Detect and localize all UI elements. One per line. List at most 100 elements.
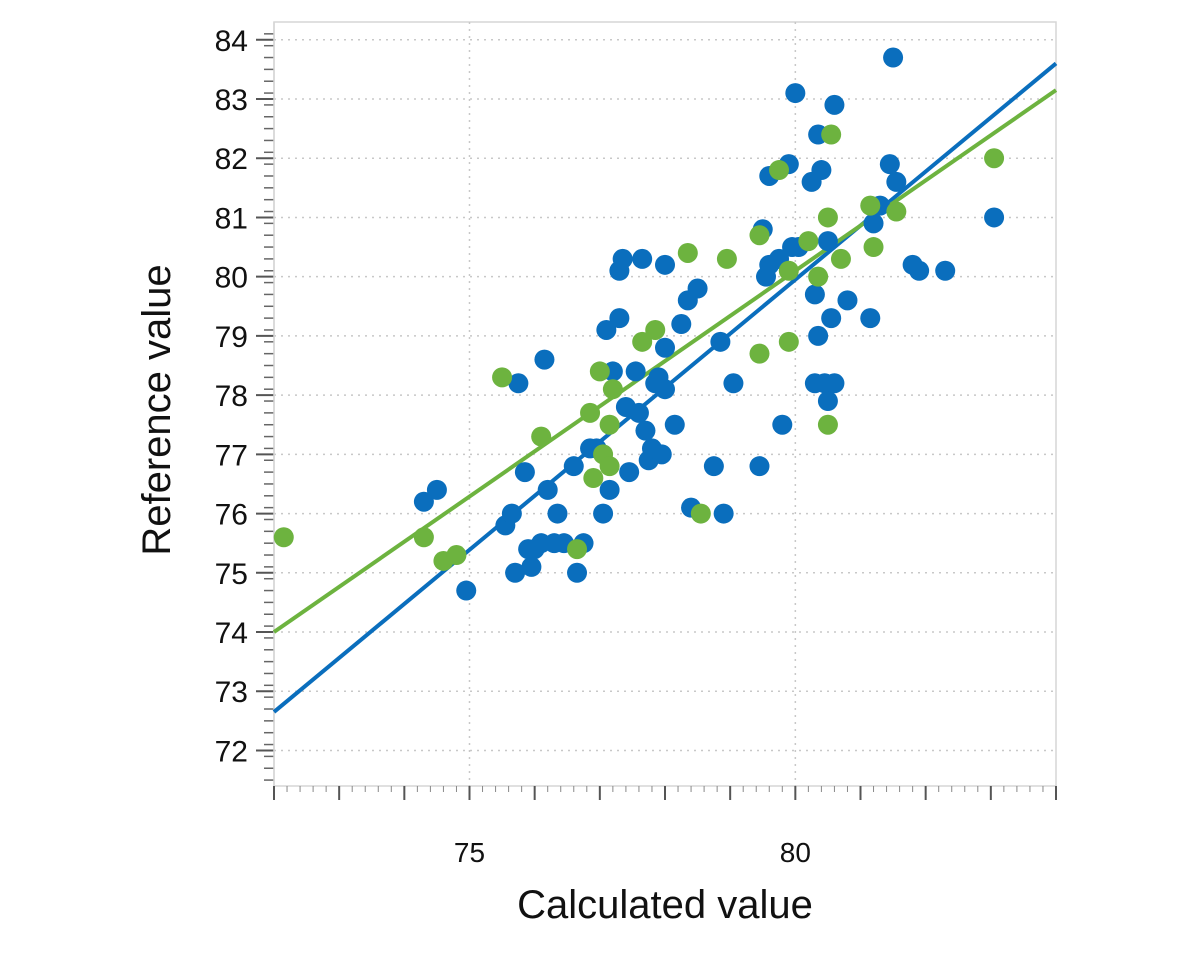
data-point	[817, 414, 838, 435]
data-point	[749, 225, 770, 246]
data-point	[863, 237, 884, 258]
data-point	[413, 527, 434, 548]
data-point	[492, 367, 513, 388]
data-point	[655, 337, 675, 358]
data-point	[599, 479, 620, 500]
data-point	[984, 148, 1005, 169]
data-point	[886, 201, 907, 222]
data-point	[824, 373, 845, 394]
data-point	[537, 479, 558, 500]
data-point	[723, 373, 744, 394]
data-point	[703, 456, 724, 477]
data-point	[655, 379, 675, 400]
data-point	[671, 314, 692, 335]
data-point	[837, 290, 858, 311]
data-point	[589, 361, 610, 382]
data-point	[664, 414, 685, 435]
data-point	[521, 556, 542, 577]
data-point	[651, 444, 672, 465]
y-tick-label: 78	[215, 380, 248, 413]
data-point	[534, 349, 555, 370]
data-point	[811, 160, 832, 181]
data-point	[808, 266, 829, 287]
data-point	[426, 479, 447, 500]
data-point	[785, 83, 806, 104]
data-point	[508, 373, 529, 394]
data-point	[599, 414, 620, 435]
y-tick-label: 77	[215, 439, 248, 472]
data-point	[583, 468, 604, 489]
data-point	[514, 462, 535, 483]
grid-lines	[274, 22, 1056, 786]
data-point	[273, 527, 294, 548]
y-tick-label: 74	[215, 617, 248, 650]
plot-area	[273, 21, 1057, 787]
data-point	[567, 539, 588, 560]
data-point	[879, 154, 900, 175]
data-point	[860, 195, 881, 216]
regression-line	[272, 88, 1058, 634]
data-point	[619, 462, 640, 483]
data-point	[830, 248, 851, 269]
data-point	[593, 503, 614, 524]
data-point	[677, 242, 698, 263]
data-point	[808, 325, 829, 346]
data-point	[635, 420, 656, 441]
data-point	[778, 331, 799, 352]
data-point	[778, 260, 799, 281]
data-point	[984, 207, 1005, 228]
x-tick-label: 80	[780, 837, 811, 868]
data-point	[817, 391, 838, 412]
data-point	[655, 254, 675, 275]
data-points	[273, 47, 1005, 601]
x-axis-title: Calculated value	[517, 883, 813, 927]
data-point	[501, 503, 522, 524]
data-point	[772, 414, 793, 435]
data-point	[602, 379, 623, 400]
y-tick-label: 82	[215, 143, 248, 176]
data-point	[749, 456, 770, 477]
y-tick-label: 79	[215, 321, 248, 354]
x-tick-label: 75	[454, 837, 485, 868]
data-point	[612, 248, 633, 269]
data-point	[909, 260, 930, 281]
data-point	[609, 308, 630, 329]
data-point	[798, 231, 819, 252]
y-tick-label: 73	[215, 676, 248, 709]
data-point	[632, 248, 653, 269]
data-point	[580, 402, 601, 423]
y-tick-label: 84	[215, 25, 248, 58]
data-point	[769, 160, 790, 181]
y-tick-label: 81	[215, 202, 248, 235]
data-point	[713, 503, 734, 524]
data-point	[804, 284, 825, 305]
data-point	[710, 331, 731, 352]
data-point	[749, 343, 770, 364]
y-tick-label: 80	[215, 262, 248, 295]
data-point	[883, 47, 904, 68]
y-axis-title: Reference value	[135, 264, 179, 555]
data-point	[645, 319, 666, 340]
data-point	[625, 361, 646, 382]
data-point	[716, 248, 737, 269]
data-point	[413, 491, 434, 512]
data-point	[563, 456, 584, 477]
y-tick-label: 72	[215, 735, 248, 768]
data-point	[690, 503, 711, 524]
data-point	[596, 319, 617, 340]
data-point	[860, 308, 881, 329]
y-tick-label: 76	[215, 499, 248, 532]
data-point	[817, 207, 838, 228]
data-point	[687, 278, 708, 299]
data-point	[505, 562, 526, 583]
data-point	[446, 545, 467, 566]
data-point	[886, 171, 907, 192]
data-point	[456, 580, 477, 601]
axes: 72 73 74 75 76 77 78 79 80 81 82 83 84 75 80	[215, 22, 1057, 868]
data-point	[863, 213, 884, 234]
data-point	[547, 503, 568, 524]
data-point	[817, 231, 838, 252]
y-tick-label: 75	[215, 558, 248, 591]
